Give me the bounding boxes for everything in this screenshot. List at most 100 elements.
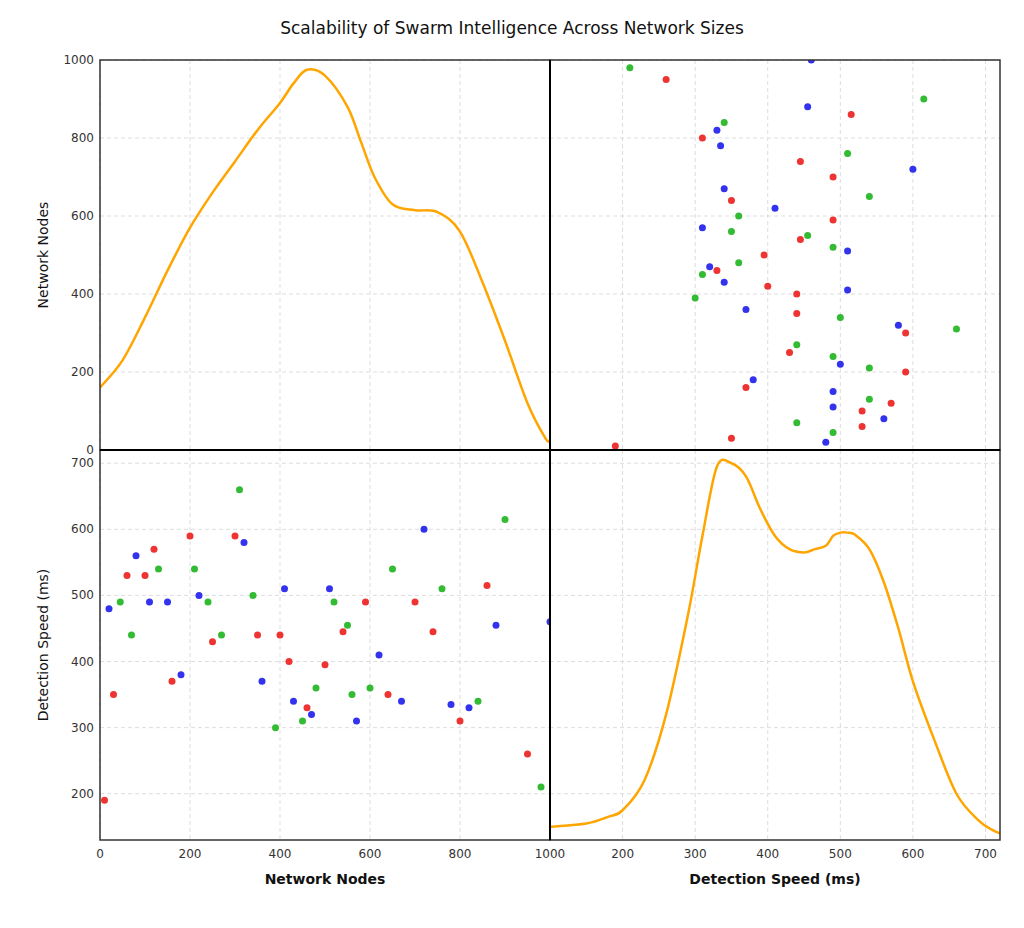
point [706,263,713,270]
point [793,291,800,298]
y-tick-label: 0 [86,443,94,457]
grid-line [280,60,281,450]
point [699,135,706,142]
grid-line [460,450,461,840]
panel: 200300400500600700Detection Speed (ms) [550,450,1000,887]
point [895,322,902,329]
x-tick-label: 400 [756,847,779,861]
grid-line [767,450,768,840]
x-tick-label: 700 [974,847,997,861]
point [164,599,171,606]
point [299,718,306,725]
point [728,435,735,442]
point [772,205,779,212]
point [859,408,866,415]
grid-line [622,60,623,450]
point [178,671,185,678]
point [117,599,124,606]
point [304,704,311,711]
point [457,718,464,725]
grid-line [912,450,913,840]
grid-line [460,60,461,450]
grid-line [550,727,1000,728]
point [804,232,811,239]
grid-line [190,60,191,450]
point [804,103,811,110]
y-tick-label: 600 [71,209,94,223]
title: Scalability of Swarm Intelligence Across… [280,18,744,38]
grid-line [912,60,913,450]
panel [550,57,1000,451]
x-tick-label: 1000 [535,847,566,861]
point [524,751,531,758]
point [859,423,866,430]
point [349,691,356,698]
point [797,158,804,165]
frame [550,60,1000,450]
x-tick-label: 600 [901,847,924,861]
point [142,572,149,579]
point [475,698,482,705]
point [844,287,851,294]
point [151,546,158,553]
point [362,599,369,606]
point [277,632,284,639]
point [272,724,279,731]
grid-line [695,450,696,840]
point [128,632,135,639]
point [837,314,844,321]
x-tick-label: 200 [611,847,634,861]
point [822,439,829,446]
point [367,684,374,691]
chart-root: 0 200 400 600 800 1000 Network Nodes Scalabilit… [0,0,1024,928]
point [250,592,257,599]
point [493,622,500,629]
point [844,150,851,157]
point [713,127,720,134]
point [236,486,243,493]
point [735,259,742,266]
y-tick-label: 200 [71,787,94,801]
grid-line [100,463,550,464]
point [793,419,800,426]
density-line [100,69,550,441]
x-tick-label: 800 [449,847,472,861]
grid-line [550,661,1000,662]
marks [550,460,1000,834]
grid-line [550,463,1000,464]
y-tick-label: 800 [71,131,94,145]
point [322,661,329,668]
point [888,400,895,407]
point [439,585,446,592]
y-axis-label: Network Nodes [35,202,51,309]
frame [100,450,550,840]
grid-line [100,793,550,794]
x-tick-label: 400 [269,847,292,861]
point [713,267,720,274]
point [389,565,396,572]
point [308,711,315,718]
grid-line [840,60,841,450]
grid-line [550,138,1000,139]
x-tick-label: 300 [684,847,707,861]
frame [100,60,550,450]
grid-line [550,793,1000,794]
point [376,651,383,658]
point [742,384,749,391]
point [830,388,837,395]
point [344,622,351,629]
point [448,701,455,708]
point [902,369,909,376]
y-axis-label: Detection Speed (ms) [35,569,51,722]
point [663,76,670,83]
point [209,638,216,645]
point [155,565,162,572]
point [793,341,800,348]
point [728,197,735,204]
point [837,361,844,368]
point [692,294,699,301]
point [331,599,338,606]
point [742,306,749,313]
point [187,532,194,539]
y-tick-label: 400 [71,287,94,301]
